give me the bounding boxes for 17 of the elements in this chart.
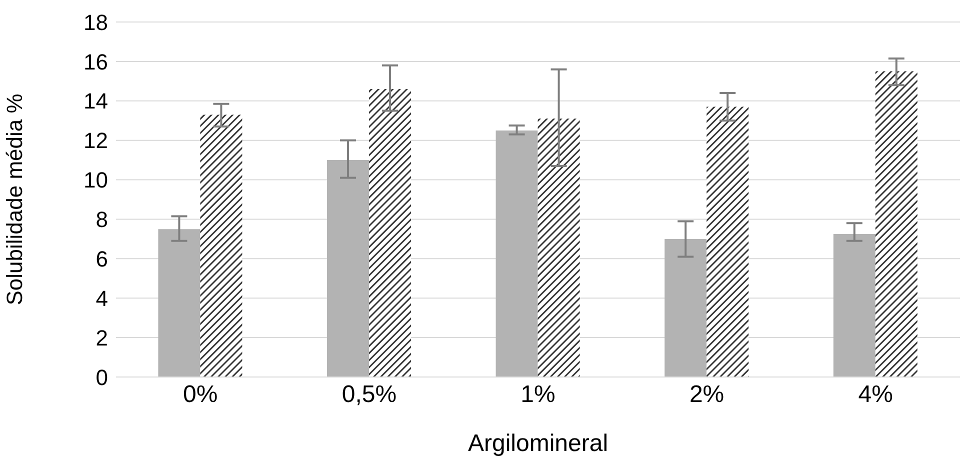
y-tick-label: 16 [84, 49, 108, 74]
y-tick-label: 8 [96, 207, 108, 232]
x-axis-title: Argilomineral [468, 430, 608, 457]
y-tick-label: 6 [96, 246, 108, 272]
y-tick-label: 12 [84, 128, 108, 154]
x-tick-label: 1% [520, 381, 556, 408]
y-tick-label: 18 [84, 10, 108, 35]
y-axis-title: Solubilidade média % [2, 94, 27, 306]
x-tick-label: 0% [183, 381, 218, 408]
x-tick-label: 4% [858, 381, 893, 408]
y-tick-label: 0 [96, 364, 108, 390]
y-tick-label: 2 [96, 325, 108, 350]
x-tick-label: 2% [689, 381, 724, 408]
y-tick-label: 14 [84, 88, 108, 114]
y-tick-label: 10 [84, 168, 108, 193]
y-tick-label: 4 [96, 286, 108, 311]
x-tick-label: 0,5% [342, 381, 397, 408]
